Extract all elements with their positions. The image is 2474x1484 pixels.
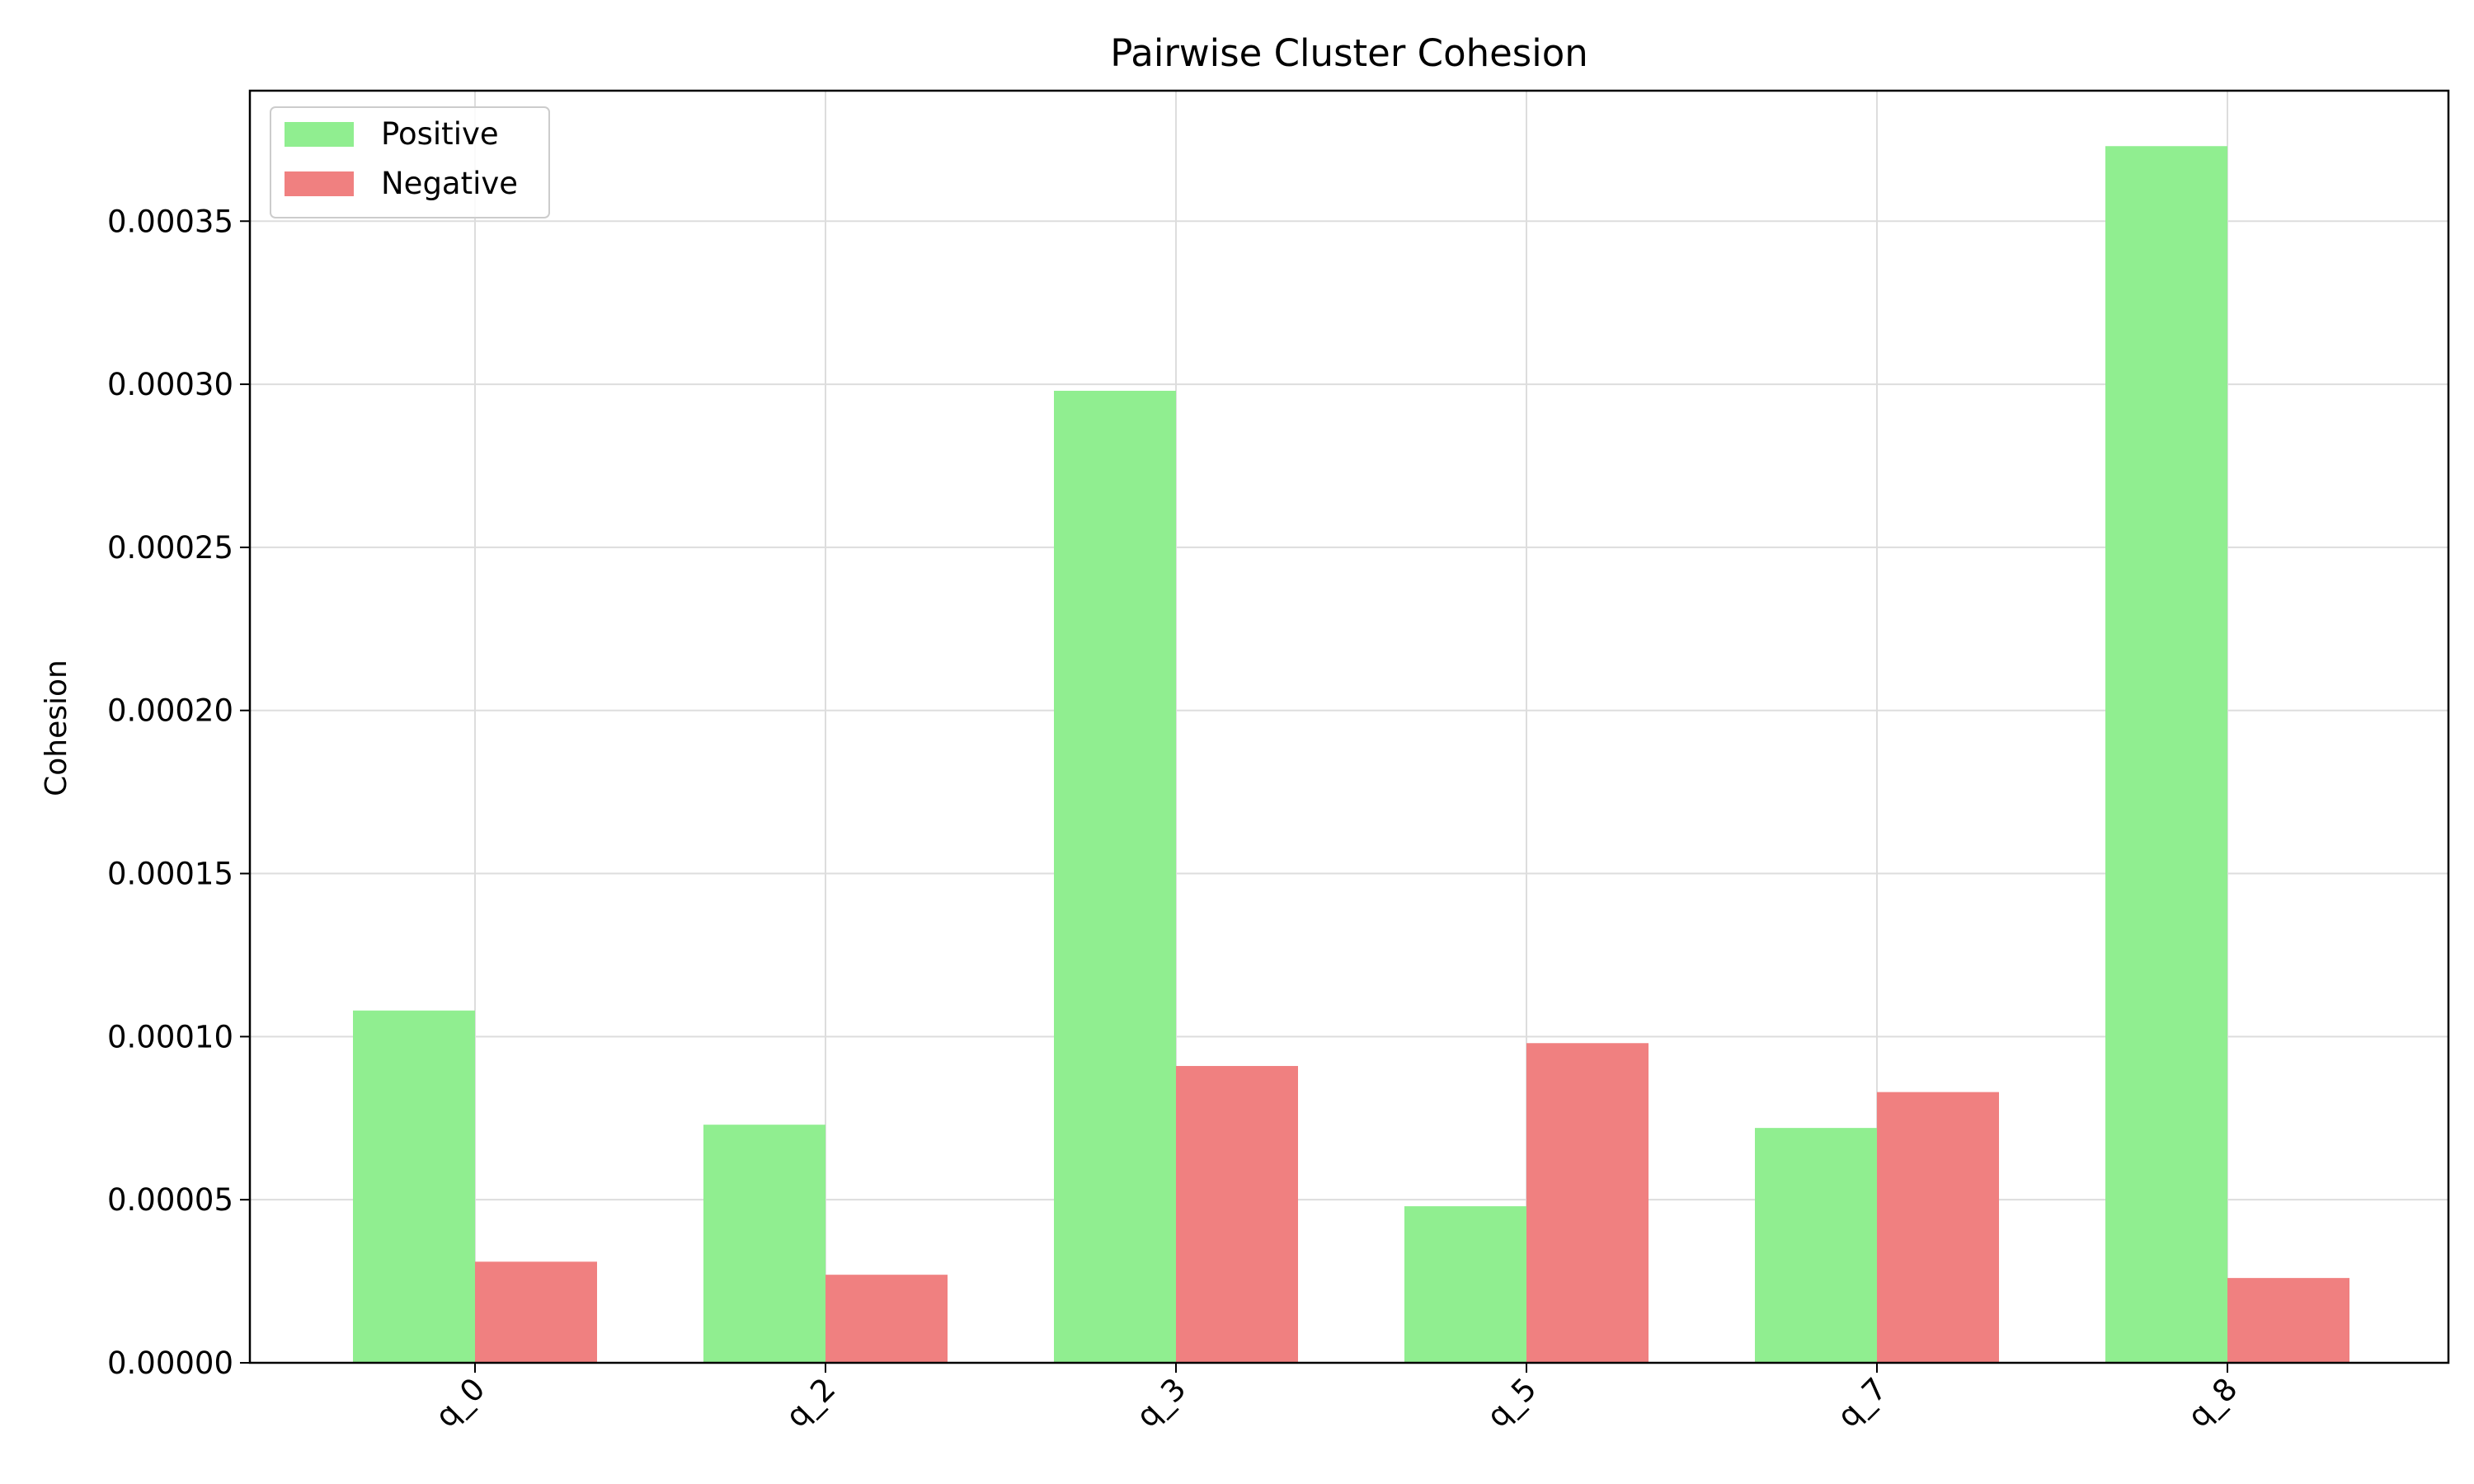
legend-label-negative: Negative xyxy=(381,166,518,201)
y-tick-label: 0.00015 xyxy=(107,857,233,892)
bar-negative-q_7 xyxy=(1877,1092,1999,1363)
bar-positive-q_3 xyxy=(1054,390,1176,1363)
y-tick-label: 0.00005 xyxy=(107,1182,233,1218)
x-tick-label: q_7 xyxy=(1831,1371,1894,1435)
y-tick-label: 0.00000 xyxy=(107,1345,233,1381)
legend-swatch-positive xyxy=(285,122,354,147)
y-tick-label: 0.00020 xyxy=(107,693,233,729)
x-tick-label: q_8 xyxy=(2181,1371,2245,1435)
legend-label-positive: Positive xyxy=(381,116,499,152)
y-axis-label: Cohesion xyxy=(40,660,73,796)
bar-positive-q_0 xyxy=(353,1010,475,1363)
bar-positive-q_8 xyxy=(2105,146,2227,1363)
bar-positive-q_2 xyxy=(703,1125,825,1363)
y-tick-label: 0.00010 xyxy=(107,1019,233,1054)
x-axis: q_0 q_2 q_3 q_5 q_7 q_8 xyxy=(429,1363,2245,1435)
y-tick-label: 0.00030 xyxy=(107,367,233,402)
chart-title: Pairwise Cluster Cohesion xyxy=(1110,31,1588,75)
bar-negative-q_8 xyxy=(2227,1278,2349,1363)
bars xyxy=(353,146,2349,1363)
legend-swatch-negative xyxy=(285,171,354,196)
bar-negative-q_5 xyxy=(1526,1043,1649,1363)
bar-negative-q_2 xyxy=(825,1275,948,1363)
y-tick-label: 0.00025 xyxy=(107,530,233,566)
bar-positive-q_5 xyxy=(1404,1206,1526,1363)
x-tick-label: q_5 xyxy=(1480,1371,1544,1435)
legend: Positive Negative xyxy=(270,106,550,218)
bar-negative-q_3 xyxy=(1176,1065,1298,1363)
x-tick-label: q_3 xyxy=(1130,1371,1193,1435)
x-tick-label: q_2 xyxy=(779,1371,843,1435)
plot-frame xyxy=(248,89,2450,1364)
bar-positive-q_7 xyxy=(1755,1128,1877,1363)
y-axis: 0.00000 0.00005 0.00010 0.00015 0.00020 0.000… xyxy=(107,204,250,1381)
y-tick-label: 0.00035 xyxy=(107,204,233,239)
x-tick-label: q_0 xyxy=(429,1371,492,1435)
bar-negative-q_0 xyxy=(475,1261,597,1363)
